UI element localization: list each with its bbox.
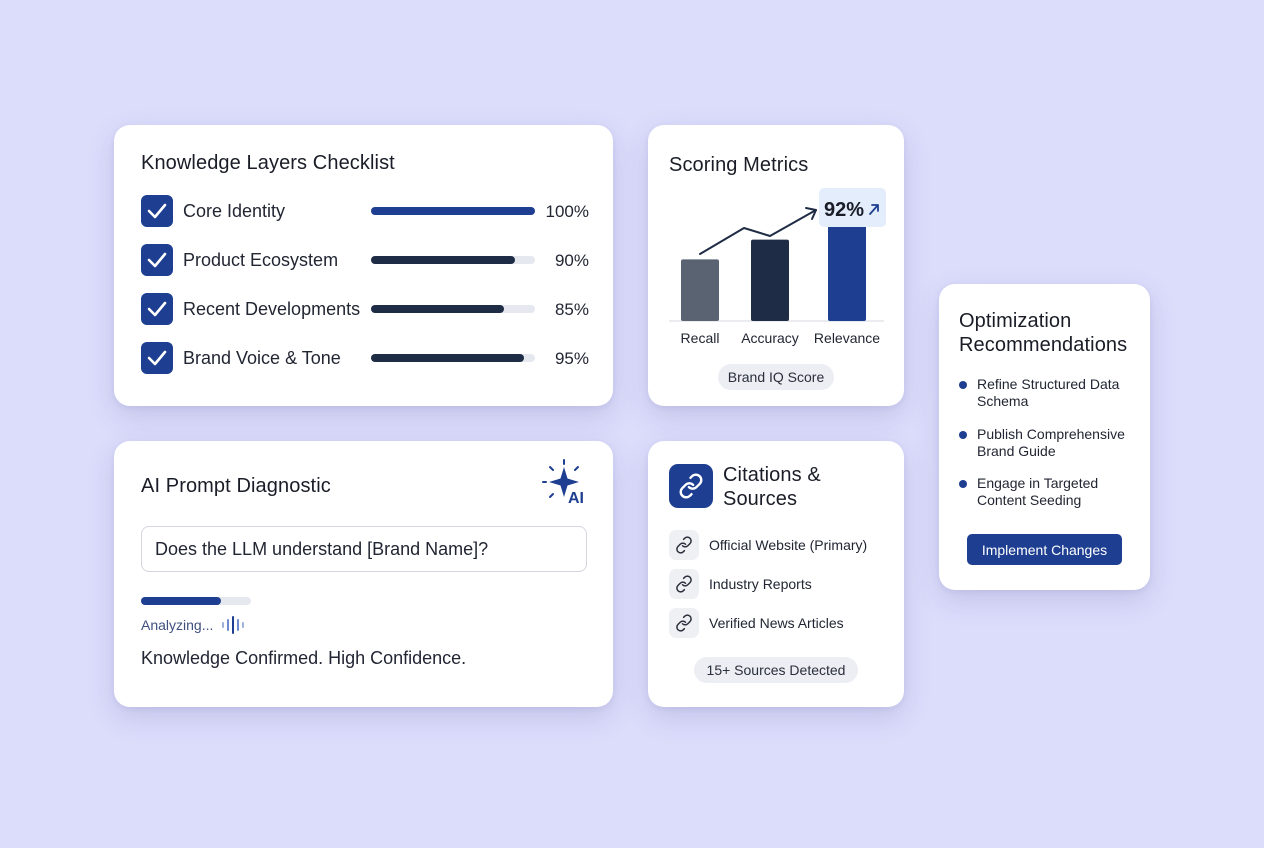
link-icon-box: [669, 569, 699, 599]
chart-category-label: Recall: [681, 330, 720, 346]
checkmark-icon: [147, 203, 167, 219]
layer-progress-fill: [371, 354, 524, 362]
optimization-recommendations-card: Optimization Recommendations Refine Stru…: [939, 284, 1150, 590]
sparkle-ai-icon: AI: [542, 459, 584, 507]
source-row[interactable]: Industry Reports: [669, 569, 889, 599]
link-icon-box: [669, 530, 699, 560]
scoring-chart: Recall Accuracy Relevance 92%: [669, 188, 886, 346]
score-highlight: [819, 188, 886, 227]
checkmark-icon: [147, 252, 167, 268]
citations-badge: [669, 464, 713, 508]
citations-sources-card: Citations & Sources Official Website (Pr…: [648, 441, 904, 707]
layer-progress-bar: [371, 305, 535, 313]
chart-bar: [828, 217, 866, 321]
diagnostic-result: Knowledge Confirmed. High Confidence.: [141, 648, 467, 668]
source-label: Industry Reports: [709, 576, 812, 592]
arrow-up-right-icon: [869, 204, 879, 215]
analysis-progress-bar: [141, 597, 251, 605]
trend-arrow-icon: [805, 207, 817, 220]
chart-category-label: Relevance: [814, 330, 880, 346]
source-row[interactable]: Verified News Articles: [669, 608, 889, 638]
knowledge-layers-card: Knowledge Layers Checklist Core Identity…: [114, 125, 613, 406]
checklist-row: Product Ecosystem 90%: [141, 244, 591, 276]
layer-percent: 90%: [554, 251, 589, 270]
prompt-input[interactable]: [141, 526, 587, 572]
chart-bar: [751, 239, 789, 321]
citations-title: Citations & Sources: [723, 464, 821, 510]
analysis-progress-fill: [141, 597, 222, 605]
layer-percent: 95%: [554, 349, 589, 368]
bullet-icon: [959, 480, 967, 488]
scoring-metrics-card: Scoring Metrics Recall Accuracy Relevance 9…: [648, 125, 904, 406]
layer-progress-bar: [371, 207, 535, 215]
recommendations-title: Optimization Recommendations: [959, 310, 1128, 356]
layer-percent: 100%: [545, 202, 589, 221]
checklist-row: Core Identity 100%: [141, 195, 591, 227]
source-label: Verified News Articles: [709, 615, 844, 631]
ai-prompt-diagnostic-card: AI Prompt Diagnostic AI Analyzing... Kno…: [114, 441, 613, 707]
checkbox[interactable]: [141, 244, 173, 276]
link-icon: [676, 536, 692, 554]
checkbox[interactable]: [141, 195, 173, 227]
recommendation-text: Publish Comprehensive Brand Guide: [977, 425, 1125, 459]
implement-changes-button[interactable]: Implement Changes: [967, 534, 1122, 565]
score-value: 92%: [824, 199, 864, 221]
bullet-icon: [959, 430, 967, 439]
audio-wave-icon: [222, 616, 244, 634]
checklist-row: Brand Voice & Tone 95%: [141, 342, 591, 374]
layer-progress-bar: [371, 256, 535, 264]
layer-progress-fill: [371, 256, 516, 264]
checkbox[interactable]: [141, 293, 173, 325]
checklist-label: Product Ecosystem: [183, 250, 339, 270]
analyzing-status: Analyzing...: [141, 617, 214, 633]
metrics-title: Scoring Metrics: [669, 154, 809, 176]
checklist-label: Recent Developments: [183, 299, 361, 319]
layer-percent: 85%: [554, 300, 589, 319]
checklist-title: Knowledge Layers Checklist: [141, 152, 395, 174]
link-icon-box: [669, 608, 699, 638]
link-icon: [676, 614, 692, 632]
brand-iq-pill: Brand IQ Score: [718, 364, 834, 390]
recommendation-text: Engage in Targeted Content Seeding: [977, 475, 1099, 508]
layer-progress-bar: [371, 354, 535, 362]
link-icon: [676, 575, 692, 593]
source-label: Official Website (Primary): [709, 537, 868, 553]
checklist-label: Core Identity: [183, 201, 286, 221]
layer-progress-fill: [371, 305, 504, 313]
chart-bar: [681, 259, 719, 321]
sources-detected-pill: 15+ Sources Detected: [694, 657, 858, 683]
checkmark-icon: [147, 350, 167, 366]
ai-icon-text: AI: [568, 490, 584, 507]
chart-category-label: Accuracy: [741, 330, 799, 346]
trend-line: [699, 209, 817, 255]
source-row[interactable]: Official Website (Primary): [669, 530, 889, 560]
checkmark-icon: [147, 301, 167, 317]
diagnostic-title: AI Prompt Diagnostic: [141, 475, 331, 497]
checklist-row: Recent Developments 85%: [141, 293, 591, 325]
bullet-icon: [959, 381, 967, 389]
checklist-label: Brand Voice & Tone: [183, 348, 341, 368]
checkbox[interactable]: [141, 342, 173, 374]
link-icon: [679, 473, 703, 499]
layer-progress-fill: [371, 207, 535, 215]
recommendation-text: Refine Structured Data Schema: [977, 376, 1120, 409]
